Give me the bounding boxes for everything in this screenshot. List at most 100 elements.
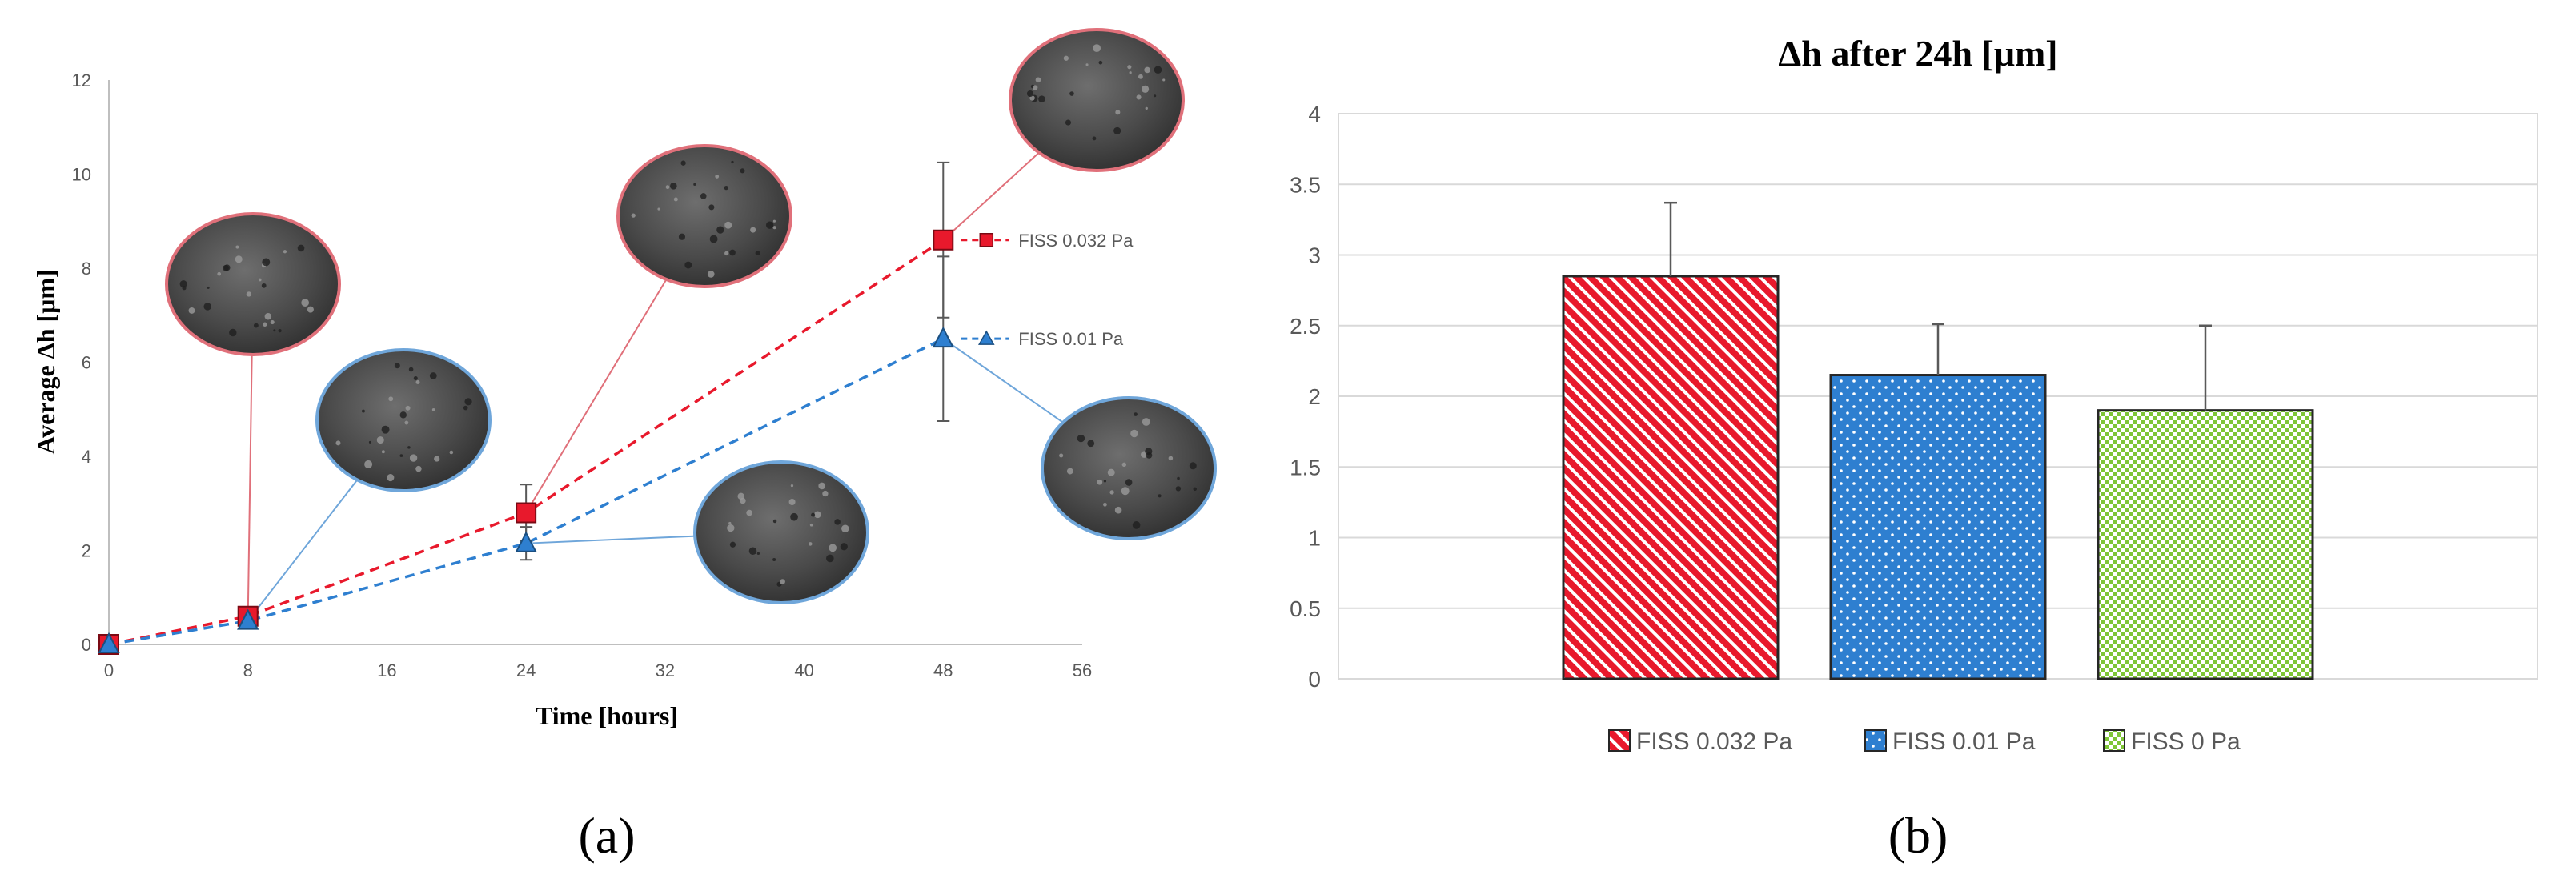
sem-texture — [399, 411, 407, 419]
x-tick-label: 24 — [516, 660, 536, 680]
sem-texture — [409, 454, 418, 462]
sem-texture — [1130, 429, 1138, 438]
sem-texture — [1107, 468, 1115, 476]
y-tick-label: 10 — [72, 165, 91, 185]
data-point-triangle — [932, 326, 954, 348]
y-tick-label: 2 — [1308, 384, 1321, 409]
legend-marker — [978, 330, 995, 345]
sem-texture — [724, 221, 732, 229]
sem-texture — [1144, 66, 1150, 74]
sem-texture — [684, 261, 692, 269]
panel-label-b: (b) — [1888, 807, 1948, 864]
sem-texture — [179, 280, 187, 288]
sem-texture — [1142, 418, 1150, 426]
sem-inset-8h-0.032pa — [165, 212, 341, 356]
sem-texture — [404, 420, 409, 425]
sem-texture — [415, 465, 422, 472]
sem-texture — [182, 286, 187, 291]
sem-texture — [1189, 462, 1197, 470]
y-axis-label-a: Average Δh [μm] — [31, 269, 60, 454]
bars-b — [1562, 275, 2314, 680]
sem-texture — [678, 233, 686, 240]
sem-inset-48h-0.032pa — [1009, 28, 1185, 172]
sem-texture — [1097, 479, 1103, 485]
sem-texture — [1145, 106, 1148, 110]
sem-texture — [229, 328, 237, 337]
sem-texture — [1115, 110, 1121, 115]
sem-texture — [1162, 78, 1166, 82]
sem-texture — [772, 557, 776, 561]
sem-texture — [814, 511, 821, 519]
sem-texture — [1168, 456, 1174, 461]
sem-texture — [278, 328, 282, 333]
series-line — [108, 337, 945, 646]
sem-texture — [1098, 60, 1103, 65]
y-tick-label: 4 — [82, 447, 91, 467]
y-tick-label: 3.5 — [1290, 172, 1321, 197]
x-tick-label: 40 — [794, 660, 813, 680]
sem-texture — [737, 492, 744, 500]
data-point-triangle — [515, 531, 537, 552]
sem-texture — [464, 398, 472, 406]
sem-texture — [258, 278, 262, 282]
sem-texture — [1092, 136, 1097, 141]
sem-texture — [765, 221, 774, 229]
sem-image — [1041, 396, 1217, 540]
sem-texture — [790, 512, 798, 521]
sem-texture — [724, 251, 729, 256]
x-tick-label: 0 — [104, 660, 114, 680]
y-tick-labels-b: 0 0.5 1 1.5 2 2.5 3 3.5 4 — [1290, 102, 1321, 692]
sem-texture — [407, 446, 411, 449]
data-point-triangle — [98, 632, 120, 653]
sem-texture — [203, 303, 211, 311]
sem-texture — [826, 554, 834, 563]
sem-texture — [729, 541, 736, 548]
legend-swatch — [2103, 729, 2125, 752]
sem-texture — [1114, 506, 1122, 514]
sem-texture — [708, 204, 715, 211]
y-tick-label: 0.5 — [1290, 596, 1321, 621]
sem-texture — [1113, 126, 1121, 134]
data-point-square — [516, 502, 537, 524]
sem-texture — [731, 160, 734, 164]
sem-texture — [307, 306, 314, 313]
sem-texture — [217, 271, 222, 276]
sem-texture — [1087, 440, 1095, 448]
sem-texture — [740, 168, 745, 174]
sem-image — [315, 348, 492, 492]
sem-texture — [790, 484, 794, 488]
sem-texture — [729, 249, 736, 256]
y-tick-label: 6 — [82, 353, 91, 373]
panel-b: Δh after 24h [μm] 0 0.5 1 1.5 2 2.5 3 3.5 4 FISS… — [1290, 33, 2538, 864]
legend-swatch — [1608, 729, 1631, 752]
y-tick-label: 2 — [82, 541, 91, 561]
sem-texture — [188, 307, 195, 314]
sem-texture — [449, 450, 454, 455]
sem-texture — [223, 265, 229, 271]
sem-texture — [405, 405, 411, 411]
sem-texture — [381, 450, 385, 454]
sem-texture — [297, 244, 305, 252]
sem-inset-24h-0.032pa — [616, 144, 792, 288]
sem-texture — [1138, 74, 1143, 79]
sem-texture — [429, 372, 437, 379]
sem-texture — [673, 197, 678, 202]
sem-texture — [381, 425, 390, 434]
sem-texture — [716, 226, 724, 234]
sem-texture — [399, 454, 403, 457]
sem-texture — [1093, 44, 1101, 53]
sem-texture — [724, 185, 728, 191]
sem-texture — [834, 519, 841, 525]
series-line — [108, 239, 945, 646]
sem-texture — [415, 380, 420, 385]
x-axis-label-a: Time [hours] — [536, 701, 678, 730]
sem-image — [616, 144, 792, 288]
sem-texture — [1069, 91, 1074, 96]
y-tick-label: 8 — [82, 259, 91, 279]
sem-texture — [829, 544, 837, 552]
sem-texture — [408, 367, 414, 372]
sem-texture — [463, 405, 468, 411]
y-tick-label: 0 — [1308, 667, 1321, 692]
legend-a: FISS 0.032 Pa FISS 0.01 Pa — [961, 231, 1134, 349]
